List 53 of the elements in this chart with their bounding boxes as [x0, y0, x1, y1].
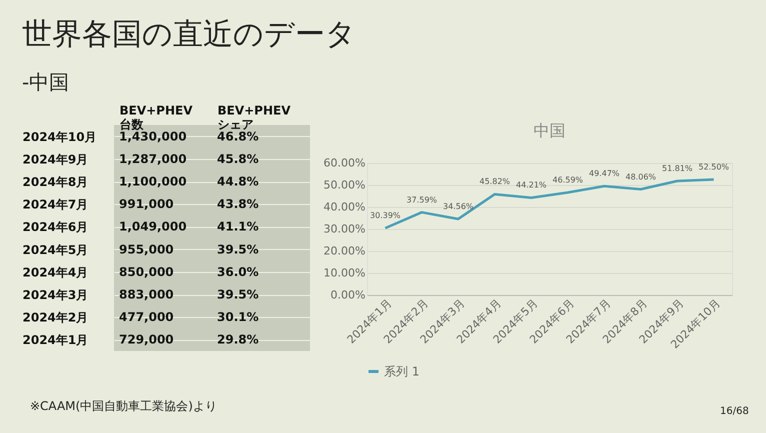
- data-label: 36.0%: [217, 264, 259, 279]
- data-label: 991,000: [119, 197, 174, 212]
- y-tick-label: 20.00%: [324, 244, 366, 258]
- data-label: 52.50%: [698, 162, 730, 172]
- data-label: 48.06%: [625, 172, 656, 182]
- data-label: 45.82%: [479, 177, 510, 186]
- data-label: 1,287,000: [119, 152, 187, 166]
- data-label: 29.8%: [217, 332, 259, 347]
- text: 世界各国の直近のデータ: [22, 16, 356, 54]
- text: ※CAAM(中国自動車工業協会)より: [30, 398, 217, 415]
- chart-title: 中国: [534, 121, 566, 140]
- category-label: 2024年8月: [22, 175, 88, 189]
- data-label: 46.59%: [552, 176, 584, 184]
- text: BEV+PHEV シェア: [218, 104, 292, 132]
- category-label: 2024年7月: [22, 198, 88, 212]
- data-label: 43.8%: [217, 197, 259, 212]
- category-label: 2024年5月: [22, 242, 88, 257]
- legend-label: 系列 1: [384, 364, 420, 378]
- category-label: 2024年9月: [22, 152, 88, 166]
- data-label: 44.8%: [217, 174, 259, 188]
- y-tick-label: 10.00%: [324, 266, 366, 280]
- y-tick-label: 30.00%: [324, 222, 366, 236]
- text: -中国: [22, 69, 70, 96]
- y-tick-label: 60.00%: [324, 156, 366, 170]
- data-label: 51.81%: [662, 164, 693, 174]
- data-label: 729,000: [119, 332, 174, 347]
- data-label: 883,000: [119, 288, 174, 302]
- data-label: 39.5%: [217, 288, 259, 302]
- category-label: 2024年3月: [22, 288, 88, 302]
- data-label: 49.47%: [588, 169, 620, 178]
- series-label: BEV+PHEV 台数: [120, 104, 194, 132]
- data-label: 37.59%: [406, 195, 438, 204]
- data-label: 1,100,000: [119, 174, 187, 188]
- data-label: 39.5%: [217, 242, 259, 256]
- data-label: 30.39%: [370, 211, 401, 220]
- data-label: 30.1%: [217, 310, 259, 324]
- category-label: 2024年4月: [22, 265, 88, 280]
- data-label: 44.21%: [516, 180, 547, 190]
- y-tick-label: 40.00%: [324, 200, 366, 214]
- data-label: 45.8%: [217, 152, 259, 166]
- y-tick-label: 50.00%: [324, 178, 366, 192]
- y-tick-label: 0.00%: [330, 288, 366, 302]
- data-label: 41.1%: [217, 220, 259, 234]
- data-label: 1,430,000: [119, 129, 187, 144]
- category-label: 2024年6月: [22, 220, 88, 234]
- data-label: 850,000: [119, 264, 174, 279]
- data-label: 955,000: [119, 242, 174, 256]
- data-label: 46.8%: [217, 129, 259, 144]
- data-label: 34.56%: [442, 202, 474, 211]
- text: 16/68: [720, 406, 749, 417]
- category-label: 2024年10月: [22, 130, 97, 144]
- data-label: 477,000: [119, 310, 174, 324]
- data-label: 1,049,000: [119, 220, 187, 234]
